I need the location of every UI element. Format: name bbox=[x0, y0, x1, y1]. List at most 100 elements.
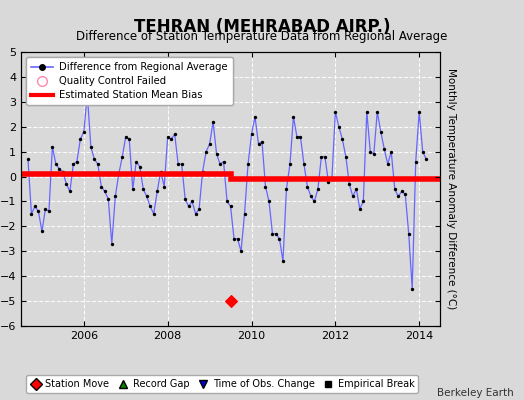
Point bbox=[163, 134, 172, 140]
Point bbox=[286, 161, 294, 167]
Point bbox=[366, 148, 375, 155]
Point bbox=[160, 183, 168, 190]
Point bbox=[408, 286, 417, 292]
Point bbox=[342, 154, 350, 160]
Point bbox=[247, 131, 256, 138]
Point bbox=[94, 161, 102, 167]
Point bbox=[34, 208, 42, 215]
Point bbox=[48, 144, 57, 150]
Point bbox=[324, 178, 333, 185]
Point bbox=[122, 134, 130, 140]
Point bbox=[199, 168, 207, 175]
Point bbox=[335, 124, 343, 130]
Text: Difference of Station Temperature Data from Regional Average: Difference of Station Temperature Data f… bbox=[77, 30, 447, 43]
Point bbox=[41, 206, 50, 212]
Point bbox=[143, 193, 151, 200]
Point bbox=[328, 176, 336, 182]
Point bbox=[345, 181, 354, 187]
Point bbox=[118, 154, 126, 160]
Point bbox=[230, 236, 238, 242]
Point bbox=[390, 186, 399, 192]
Point bbox=[128, 186, 137, 192]
Point bbox=[205, 141, 214, 147]
Point bbox=[209, 118, 217, 125]
Point bbox=[369, 151, 378, 157]
Point bbox=[136, 163, 144, 170]
Point bbox=[181, 196, 189, 202]
Point bbox=[352, 186, 361, 192]
Text: Berkeley Earth: Berkeley Earth bbox=[437, 388, 514, 398]
Point bbox=[317, 154, 325, 160]
Point bbox=[275, 236, 283, 242]
Point bbox=[237, 248, 245, 254]
Point bbox=[268, 231, 277, 237]
Point bbox=[223, 198, 231, 205]
Point bbox=[52, 161, 60, 167]
Point bbox=[80, 128, 88, 135]
Point bbox=[321, 154, 329, 160]
Point bbox=[111, 193, 119, 200]
Point bbox=[69, 161, 78, 167]
Point bbox=[405, 231, 413, 237]
Point bbox=[251, 114, 259, 120]
Point bbox=[226, 203, 235, 210]
Point bbox=[422, 156, 430, 162]
Point bbox=[55, 166, 63, 172]
Point bbox=[107, 241, 116, 247]
Point bbox=[331, 108, 340, 115]
Point bbox=[279, 258, 287, 264]
Point bbox=[31, 203, 39, 210]
Legend: Difference from Regional Average, Quality Control Failed, Estimated Station Mean: Difference from Regional Average, Qualit… bbox=[26, 57, 233, 105]
Point bbox=[314, 186, 322, 192]
Point bbox=[195, 206, 203, 212]
Point bbox=[384, 161, 392, 167]
Point bbox=[226, 298, 235, 304]
Point bbox=[220, 158, 228, 165]
Point bbox=[125, 136, 134, 142]
Point bbox=[300, 161, 308, 167]
Point bbox=[149, 211, 158, 217]
Point bbox=[62, 181, 71, 187]
Point bbox=[66, 188, 74, 195]
Point bbox=[398, 188, 406, 195]
Point bbox=[174, 161, 182, 167]
Point bbox=[45, 208, 53, 215]
Point bbox=[97, 183, 105, 190]
Point bbox=[167, 136, 176, 142]
Point bbox=[115, 171, 123, 177]
Point bbox=[139, 186, 147, 192]
Point bbox=[188, 198, 196, 205]
Text: TEHRAN (MEHRABAD AIRP.): TEHRAN (MEHRABAD AIRP.) bbox=[134, 18, 390, 36]
Point bbox=[310, 198, 319, 205]
Point bbox=[265, 198, 273, 205]
Legend: Station Move, Record Gap, Time of Obs. Change, Empirical Break: Station Move, Record Gap, Time of Obs. C… bbox=[26, 375, 418, 393]
Point bbox=[293, 134, 301, 140]
Point bbox=[282, 186, 291, 192]
Point bbox=[338, 136, 346, 142]
Point bbox=[178, 161, 186, 167]
Point bbox=[373, 108, 381, 115]
Y-axis label: Monthly Temperature Anomaly Difference (°C): Monthly Temperature Anomaly Difference (… bbox=[446, 68, 456, 310]
Point bbox=[303, 183, 312, 190]
Point bbox=[170, 131, 179, 138]
Point bbox=[401, 191, 409, 197]
Point bbox=[415, 108, 423, 115]
Point bbox=[377, 128, 385, 135]
Point bbox=[307, 193, 315, 200]
Point bbox=[356, 206, 364, 212]
Point bbox=[157, 168, 165, 175]
Point bbox=[380, 146, 388, 152]
Point bbox=[132, 158, 140, 165]
Point bbox=[296, 134, 304, 140]
Point bbox=[212, 151, 221, 157]
Point bbox=[244, 161, 252, 167]
Point bbox=[261, 183, 270, 190]
Point bbox=[348, 193, 357, 200]
Point bbox=[86, 144, 95, 150]
Point bbox=[419, 148, 427, 155]
Point bbox=[90, 156, 99, 162]
Point bbox=[146, 203, 155, 210]
Point bbox=[104, 196, 113, 202]
Point bbox=[289, 114, 298, 120]
Point bbox=[411, 158, 420, 165]
